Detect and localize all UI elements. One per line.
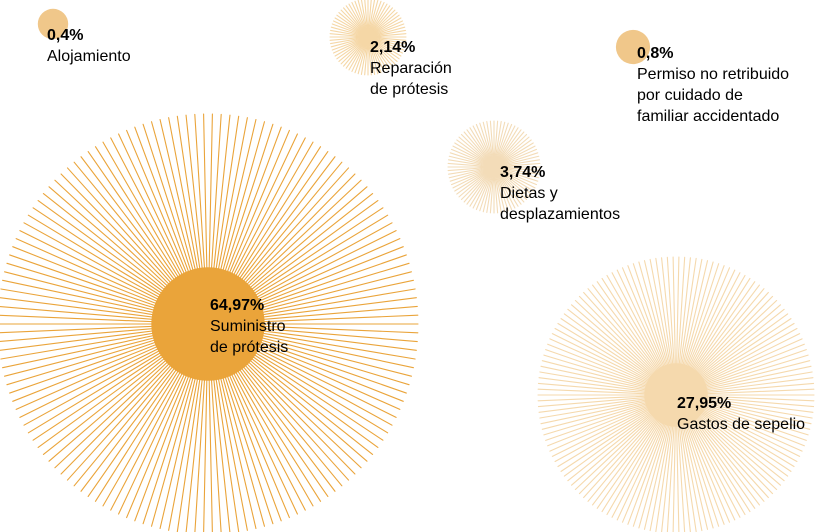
bubble-name-label: de prótesis bbox=[210, 339, 288, 356]
bubble-name-label: Suministro bbox=[210, 318, 286, 335]
bubble-name-label: por cuidado de bbox=[637, 87, 743, 104]
bubble-suministro-de-protesis: 64,97% Suministro de prótesis bbox=[0, 113, 419, 532]
bubble-name-label: de prótesis bbox=[370, 81, 448, 98]
bubble-name-label: Gastos de sepelio bbox=[677, 416, 805, 433]
bubble-name-label: Reparación bbox=[370, 60, 452, 77]
bubble-value-label: 2,14% bbox=[370, 39, 415, 56]
bubble-label: 0,4% Alojamiento bbox=[47, 27, 131, 65]
bubble-label: 3,74% Dietas y desplazamientos bbox=[500, 164, 620, 223]
bubble-name-label: Dietas y bbox=[500, 185, 558, 202]
bubble-core bbox=[483, 156, 505, 178]
bubble-label: 27,95% Gastos de sepelio bbox=[677, 395, 805, 433]
bubble-value-label: 3,74% bbox=[500, 164, 545, 181]
bubble-core bbox=[359, 28, 377, 46]
bubble-name-label: Permiso no retribuido bbox=[637, 66, 789, 83]
bubble-value-label: 27,95% bbox=[677, 395, 731, 412]
bubble-reparacion-de-protesis: 2,14% Reparación de prótesis bbox=[329, 0, 452, 98]
bubble-label: 64,97% Suministro de prótesis bbox=[210, 297, 288, 356]
bubble-label: 0,8% Permiso no retribuido por cuidado de f… bbox=[637, 45, 789, 125]
bubble-core bbox=[644, 363, 708, 427]
bubble-permiso-no-retribuido-por-cuidado-de-familiar-accidentado: 0,8% Permiso no retribuido por cuidado de f… bbox=[615, 29, 789, 125]
bubble-name-label: desplazamientos bbox=[500, 206, 620, 223]
bubble-label: 2,14% Reparación de prótesis bbox=[370, 39, 452, 98]
bubble-name-label: Alojamiento bbox=[47, 48, 131, 65]
bubble-dietas-y-desplazamientos: 3,74% Dietas y desplazamientos bbox=[447, 120, 620, 223]
bubble-value-label: 64,97% bbox=[210, 297, 264, 314]
bubble-alojamiento: 0,4% Alojamiento bbox=[37, 8, 131, 65]
bubble-core bbox=[37, 8, 69, 40]
bubble-value-label: 0,4% bbox=[47, 27, 83, 44]
bubble-name-label: familiar accidentado bbox=[637, 108, 779, 125]
bubble-core bbox=[151, 267, 265, 381]
bubble-core bbox=[615, 29, 651, 65]
bubble-value-label: 0,8% bbox=[637, 45, 673, 62]
bubble-gastos-de-sepelio: 27,95% Gastos de sepelio bbox=[537, 256, 815, 532]
